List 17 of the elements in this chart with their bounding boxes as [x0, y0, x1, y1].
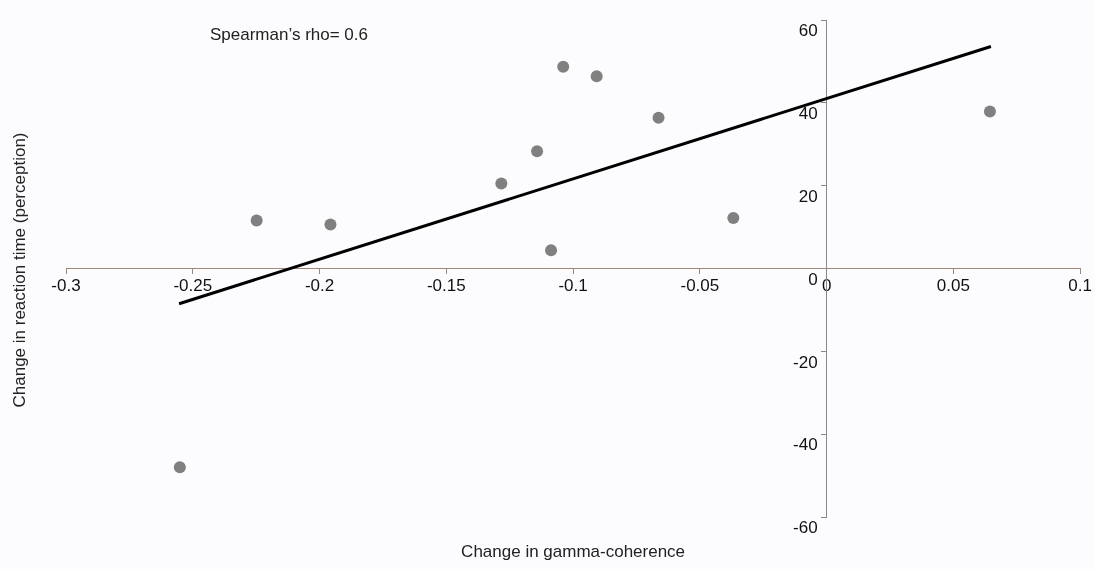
y-tick-label: -60 [793, 518, 818, 538]
x-tick-label: 0.1 [1068, 276, 1092, 296]
y-tick-label: -40 [793, 435, 818, 455]
x-tick-label: -0.2 [304, 276, 335, 296]
y-tick-label: -20 [793, 352, 818, 372]
y-tick-label: 60 [798, 21, 818, 41]
x-tick-label: 0.05 [936, 276, 970, 296]
x-tick-label: -0.1 [558, 276, 588, 296]
y-tick-label: 20 [798, 186, 818, 206]
x-tick-label: -0.3 [51, 276, 81, 296]
y-tick-label: 40 [798, 104, 818, 124]
x-axis-title: Change in gamma-coherence [461, 541, 686, 561]
x-tick-label: -0.15 [426, 276, 466, 296]
annotation: Spearman’s rho= 0.6 [210, 24, 368, 44]
x-tick-label: -0.25 [173, 276, 213, 296]
y-axis-title: Change in reaction time (perception) [9, 132, 29, 408]
x-tick-label: -0.05 [680, 276, 720, 296]
